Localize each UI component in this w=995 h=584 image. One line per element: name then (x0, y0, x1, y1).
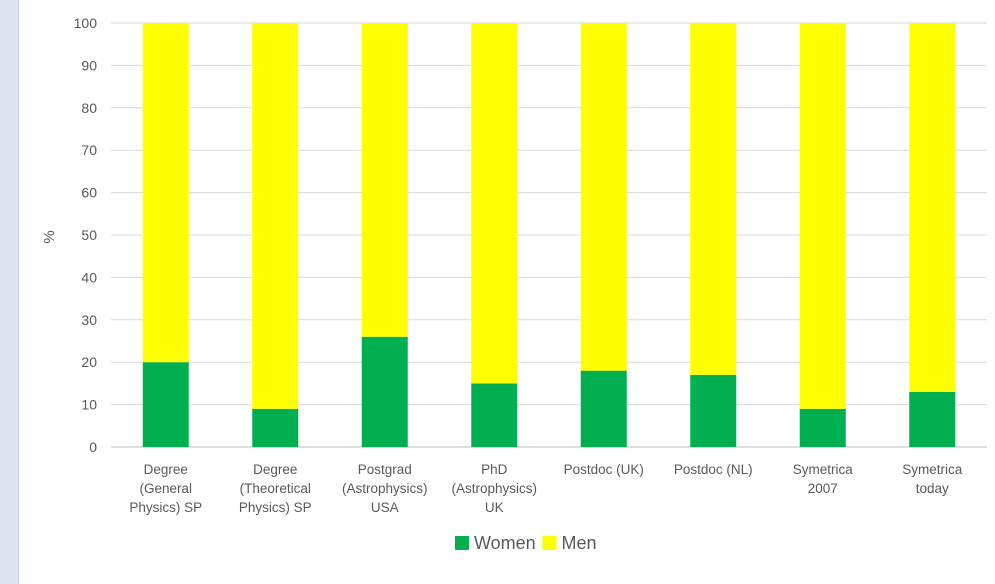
x-category-line: Physics) SP (239, 500, 312, 515)
gridlines (111, 22, 987, 448)
x-category-line: Postdoc (NL) (674, 462, 753, 477)
bar-women-7 (909, 391, 956, 447)
x-category-line: Symetrica (793, 462, 854, 477)
y-tick-label: 40 (81, 269, 97, 285)
x-category-line: (General (139, 481, 192, 496)
x-category-line: USA (371, 500, 399, 515)
bar-men-5 (690, 23, 737, 375)
x-category-label: Symetrica 2007 (793, 462, 854, 496)
y-tick-label: 60 (81, 185, 97, 201)
x-category-line: (Astrophysics) (451, 481, 537, 496)
y-tick-label: 0 (89, 439, 97, 455)
legend-swatch-women (455, 536, 469, 550)
y-axis-ticks: 0 10 20 30 40 50 60 70 80 90 100 (74, 15, 98, 455)
bar-men-2 (361, 23, 408, 337)
bar-chart: 0 10 20 30 40 50 60 70 80 90 100 Degree (General Phy… (41, 15, 987, 553)
x-category-label: Postdoc (NL) (674, 462, 753, 477)
bar-women-6 (799, 408, 846, 447)
y-tick-label: 80 (81, 100, 97, 116)
x-category-line: (Theoretical (240, 481, 311, 496)
x-category-line: 2007 (808, 481, 838, 496)
bars (142, 23, 956, 447)
x-category-label: Symetrica today (902, 462, 963, 496)
x-category-label: Postdoc (UK) (564, 462, 644, 477)
bar-men-1 (252, 23, 299, 409)
y-tick-label: 100 (74, 15, 98, 31)
bar-men-0 (142, 23, 189, 363)
x-category-line: (Astrophysics) (342, 481, 428, 496)
bar-men-6 (799, 23, 846, 409)
legend: Women Men (455, 533, 597, 553)
y-tick-label: 50 (81, 227, 97, 243)
x-category-line: Postgrad (358, 462, 412, 477)
y-tick-label: 30 (81, 312, 97, 328)
x-category-line: PhD (481, 462, 508, 477)
bar-women-3 (471, 383, 518, 447)
x-category-line: Postdoc (UK) (564, 462, 644, 477)
chart-frame: 0 10 20 30 40 50 60 70 80 90 100 Degree (General Phy… (18, 0, 995, 584)
bar-women-4 (580, 370, 627, 447)
x-category-label: Degree (Theoretical Physics) SP (239, 462, 312, 515)
x-category-line: Degree (253, 462, 297, 477)
x-category-line: today (916, 481, 949, 496)
x-category-line: Physics) SP (129, 500, 202, 515)
bar-men-4 (580, 23, 627, 371)
y-tick-label: 70 (81, 142, 97, 158)
bar-men-7 (909, 23, 956, 392)
x-category-line: Symetrica (902, 462, 963, 477)
bar-men-3 (471, 23, 518, 384)
bar-women-1 (252, 408, 299, 447)
bar-women-2 (361, 336, 408, 447)
x-category-line: Degree (144, 462, 188, 477)
y-axis-label: % (41, 230, 58, 243)
bar-women-5 (690, 374, 737, 447)
x-axis-categories: Degree (General Physics) SP Degree (Theoreti… (129, 462, 962, 515)
y-tick-label: 90 (81, 57, 97, 73)
legend-label-men: Men (562, 533, 597, 553)
legend-swatch-men (542, 536, 557, 550)
legend-label-women: Women (474, 533, 536, 553)
x-category-line: UK (485, 500, 504, 515)
bar-women-0 (142, 362, 189, 447)
x-category-label: PhD (Astrophysics) UK (451, 462, 537, 515)
y-tick-label: 20 (81, 354, 97, 370)
x-category-label: Postgrad (Astrophysics) USA (342, 462, 428, 515)
y-tick-label: 10 (81, 397, 97, 413)
x-category-label: Degree (General Physics) SP (129, 462, 202, 515)
